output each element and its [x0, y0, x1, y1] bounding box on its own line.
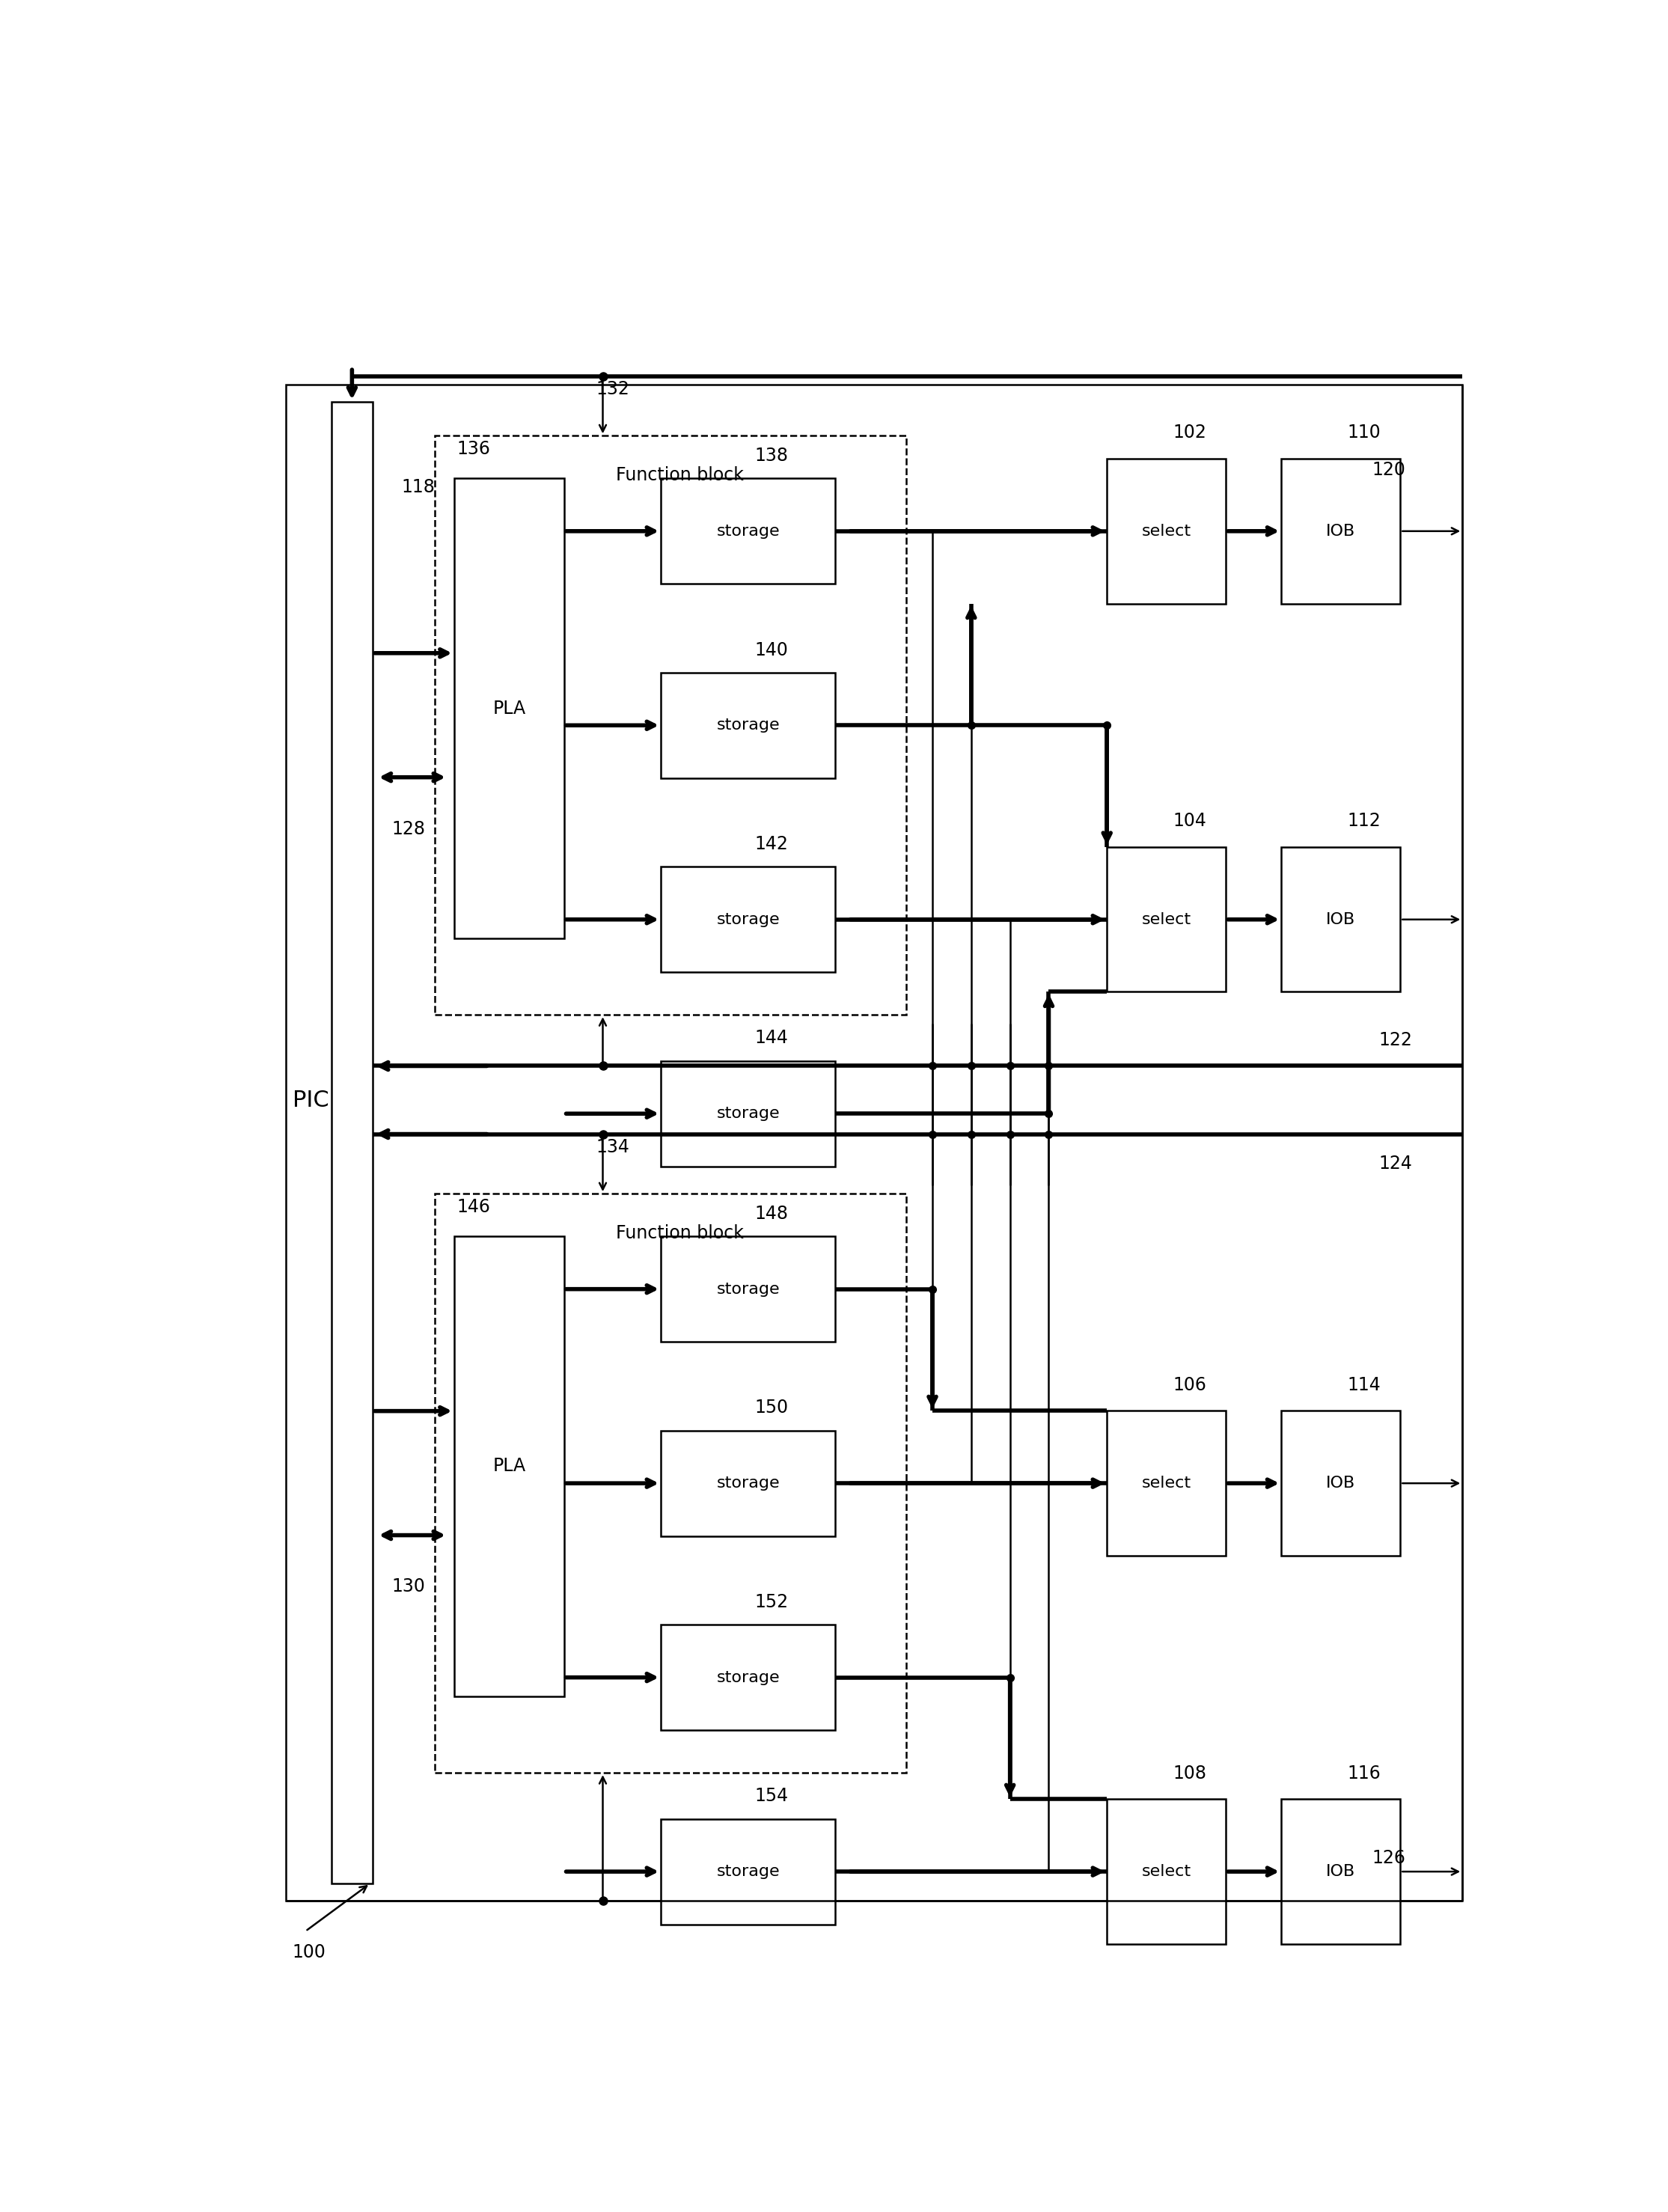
Bar [332, 403, 372, 1882]
Text: PIC: PIC [292, 1088, 329, 1110]
Text: PLA: PLA [492, 1458, 525, 1475]
Text: select: select [1141, 911, 1191, 927]
Bar [661, 867, 836, 973]
Bar [1108, 1798, 1226, 1944]
Text: 144: 144 [754, 1029, 789, 1046]
Text: 138: 138 [754, 447, 789, 465]
Bar [1281, 458, 1401, 604]
Bar [661, 478, 836, 584]
Text: 108: 108 [1173, 1765, 1206, 1783]
Text: storage: storage [717, 911, 781, 927]
Text: 106: 106 [1173, 1376, 1206, 1394]
Text: 152: 152 [754, 1593, 789, 1610]
Text: IOB: IOB [1326, 524, 1356, 540]
Bar [435, 436, 907, 1015]
Text: 134: 134 [597, 1139, 631, 1157]
Text: storage: storage [717, 1475, 781, 1491]
Bar [661, 1431, 836, 1535]
Bar [1108, 458, 1226, 604]
Bar [661, 1062, 836, 1166]
Text: 112: 112 [1348, 812, 1381, 830]
Text: IOB: IOB [1326, 911, 1356, 927]
Text: select: select [1141, 1475, 1191, 1491]
Text: 126: 126 [1371, 1849, 1406, 1867]
Bar [435, 1194, 907, 1772]
Bar [287, 385, 1463, 1900]
Text: storage: storage [717, 1865, 781, 1878]
Text: IOB: IOB [1326, 1475, 1356, 1491]
Bar [661, 672, 836, 779]
Text: PLA: PLA [492, 699, 525, 717]
Text: 100: 100 [292, 1942, 327, 1962]
Text: select: select [1141, 524, 1191, 540]
Text: 124: 124 [1378, 1155, 1413, 1172]
Bar [454, 1237, 564, 1697]
Text: storage: storage [717, 1670, 781, 1686]
Text: 140: 140 [754, 641, 789, 659]
Text: Function block: Function block [615, 1225, 744, 1243]
Bar [661, 1818, 836, 1924]
Text: select: select [1141, 1865, 1191, 1878]
Text: storage: storage [717, 524, 781, 540]
Text: 146: 146 [457, 1199, 490, 1217]
Bar [661, 1624, 836, 1730]
Bar [1108, 1411, 1226, 1555]
Text: 128: 128 [392, 821, 425, 838]
Bar [1108, 847, 1226, 991]
Text: 104: 104 [1173, 812, 1206, 830]
Text: 130: 130 [392, 1577, 425, 1595]
Text: 122: 122 [1378, 1031, 1413, 1048]
Text: storage: storage [717, 1106, 781, 1121]
Text: 110: 110 [1348, 425, 1381, 442]
Bar [661, 1237, 836, 1343]
Bar [1281, 1798, 1401, 1944]
Bar [1281, 1411, 1401, 1555]
Text: 120: 120 [1371, 460, 1406, 478]
Text: Function block: Function block [615, 467, 744, 484]
Text: 148: 148 [754, 1206, 789, 1223]
Text: storage: storage [717, 1281, 781, 1296]
Bar [454, 478, 564, 938]
Text: 136: 136 [457, 440, 490, 458]
Text: 102: 102 [1173, 425, 1206, 442]
Text: IOB: IOB [1326, 1865, 1356, 1878]
Text: 114: 114 [1348, 1376, 1381, 1394]
Text: 116: 116 [1348, 1765, 1381, 1783]
Text: 118: 118 [400, 478, 435, 495]
Text: 132: 132 [597, 380, 631, 398]
Text: storage: storage [717, 719, 781, 732]
Text: 154: 154 [754, 1787, 789, 1805]
Text: 150: 150 [754, 1398, 789, 1418]
Bar [1281, 847, 1401, 991]
Text: 142: 142 [754, 836, 789, 854]
